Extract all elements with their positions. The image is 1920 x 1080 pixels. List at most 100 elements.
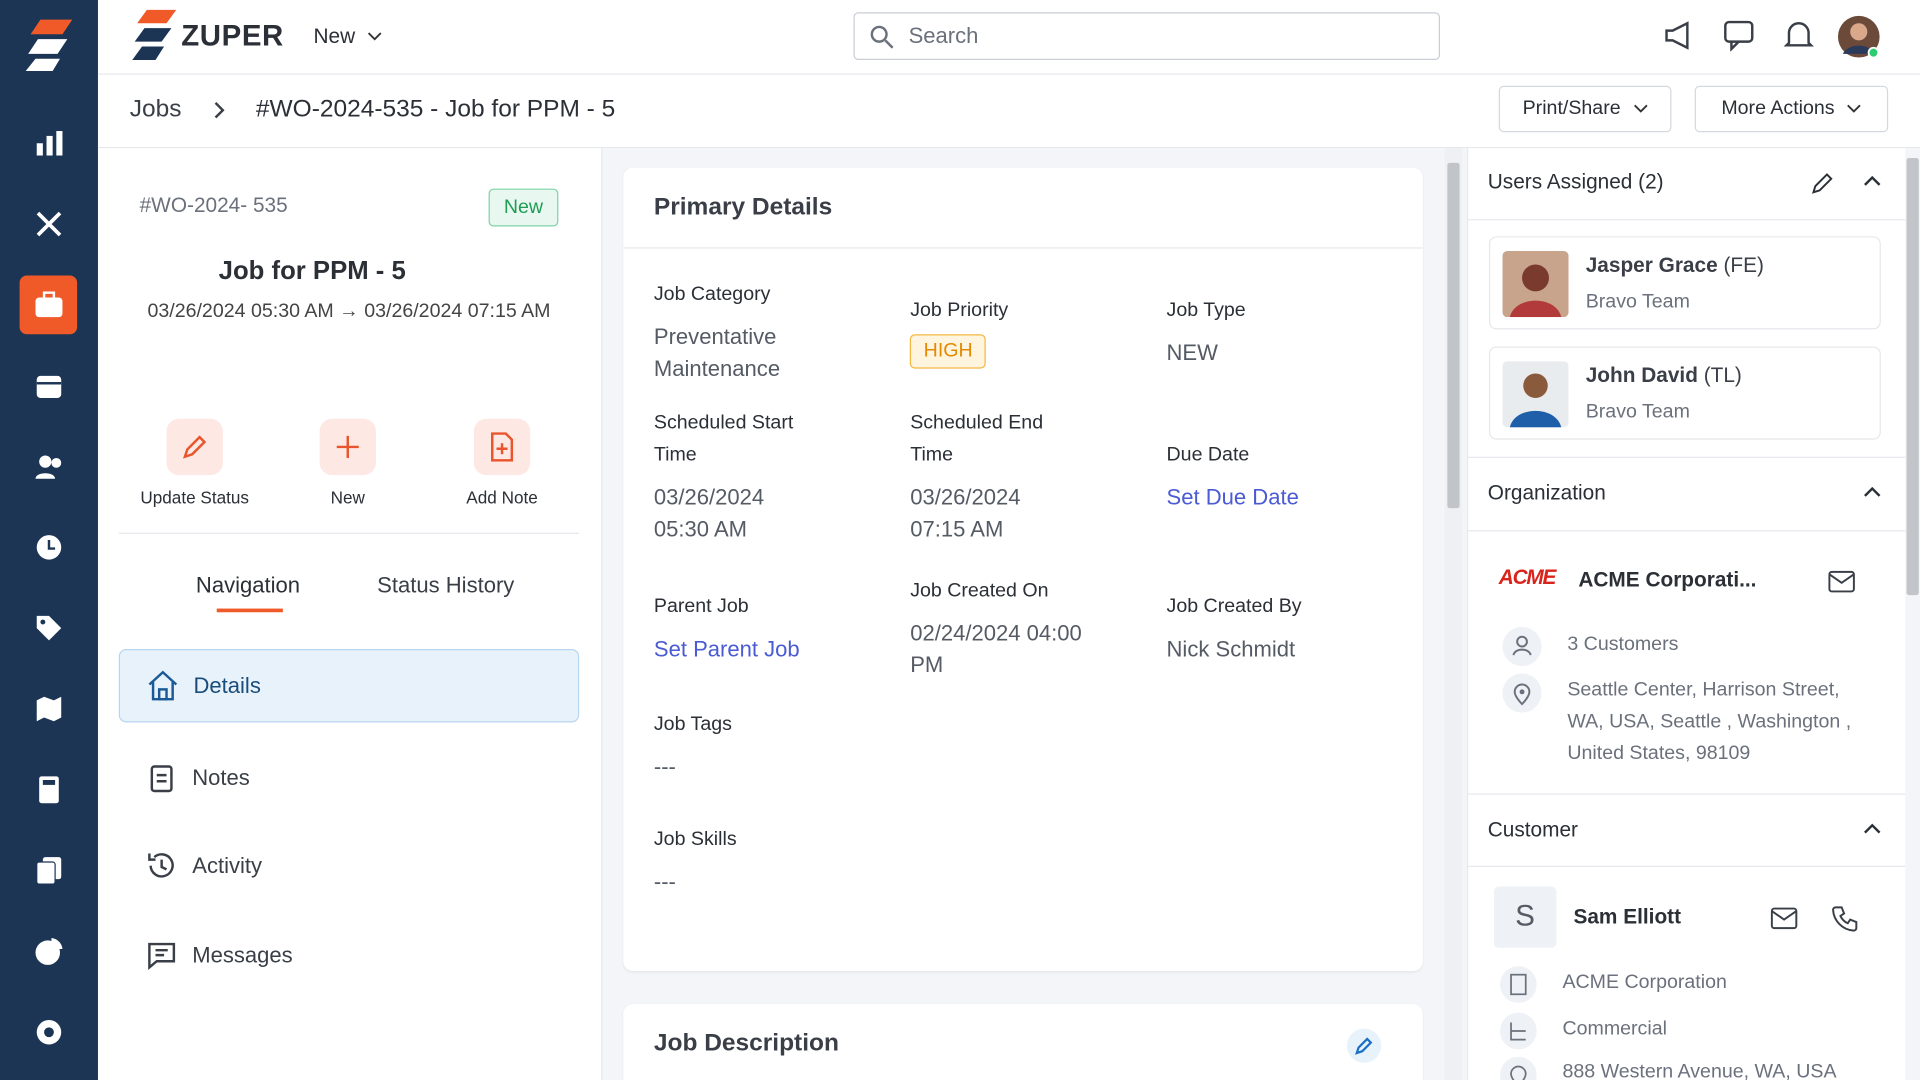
card-title: Primary Details: [653, 193, 833, 221]
collapse-toggle[interactable]: [1864, 175, 1881, 187]
job-summary-panel: #WO-2024- 535 New Job for PPM - 5 03/26/…: [98, 148, 603, 1080]
type-icon: [1500, 1012, 1537, 1050]
more-actions-button[interactable]: More Actions: [1694, 85, 1889, 133]
nav-label[interactable]: Notes: [192, 764, 250, 790]
user-team: Bravo Team: [1585, 291, 1690, 313]
customer-company: ACME Corporation: [1562, 972, 1727, 994]
org-name[interactable]: ACME Corporati...: [1578, 568, 1757, 592]
quick-action-label[interactable]: Update Status: [140, 487, 250, 507]
job-description-card: Job Description: [623, 1004, 1423, 1080]
announcements-icon[interactable]: [1663, 20, 1695, 52]
search-box[interactable]: Search: [853, 12, 1441, 61]
brand-logo: [132, 9, 177, 61]
nav-label[interactable]: Messages: [192, 942, 293, 967]
nav-item[interactable]: Notes: [119, 741, 579, 814]
section-title: Users Assigned (2): [1487, 170, 1664, 194]
print-share-button[interactable]: Print/Share: [1498, 85, 1672, 133]
nav-item-active[interactable]: Details: [118, 648, 580, 723]
job-title: Job for PPM - 5: [218, 257, 406, 286]
scrollbar[interactable]: [1444, 148, 1463, 1080]
quick-action[interactable]: New: [280, 418, 415, 507]
nav-item[interactable]: Activity: [119, 829, 579, 902]
nav-item[interactable]: Messages: [119, 918, 579, 991]
priority-badge: HIGH: [910, 334, 987, 369]
field-link[interactable]: Set Parent Job: [653, 636, 800, 662]
org-address: Seattle Center, Harrison Street, WA, USA…: [1567, 679, 1852, 765]
nav-icon-calculator[interactable]: [34, 775, 63, 804]
customer-address: 888 Western Avenue, WA, USA: [1562, 1061, 1837, 1080]
user-card[interactable]: John David (TL) Bravo Team: [1488, 346, 1881, 440]
section-title: Organization: [1487, 481, 1606, 505]
new-menu-label[interactable]: New: [313, 24, 356, 48]
org-logo: ACME: [1498, 565, 1557, 589]
status-badge: New: [488, 188, 559, 227]
nav-icon-reports[interactable]: [34, 937, 63, 966]
field-link[interactable]: Set Due Date: [1166, 484, 1299, 510]
quick-action[interactable]: Add Note: [435, 418, 570, 507]
quick-action[interactable]: Update Status: [127, 418, 262, 507]
button-label[interactable]: Print/Share: [1522, 97, 1621, 119]
tab-active[interactable]: Navigation: [195, 573, 301, 598]
nav-icon-settings[interactable]: [34, 1018, 63, 1047]
nav-icon-tools[interactable]: [34, 209, 63, 238]
field-value: Preventative Maintenance: [653, 324, 781, 381]
divider: [118, 532, 580, 534]
quick-action-label[interactable]: Add Note: [466, 487, 538, 507]
notifications-icon[interactable]: [1783, 20, 1815, 52]
nav-icon-users[interactable]: [34, 452, 63, 481]
chat-icon[interactable]: [1723, 20, 1755, 52]
tab[interactable]: Status History: [377, 573, 515, 598]
customer-name[interactable]: Sam Elliott: [1573, 904, 1682, 929]
button-label[interactable]: More Actions: [1721, 97, 1835, 119]
phone-icon[interactable]: [1832, 905, 1859, 932]
field-label: Job Created On: [910, 580, 1049, 602]
field-label: Job Type: [1166, 300, 1246, 321]
nav-icon-calendar[interactable]: [34, 371, 63, 400]
nav-label[interactable]: Details: [193, 672, 261, 698]
location-icon: [1500, 1056, 1537, 1080]
scrollbar[interactable]: [1905, 148, 1920, 1080]
customer-type: Commercial: [1562, 1018, 1667, 1040]
field-value: 02/24/2024 04:00 PM: [910, 620, 1082, 678]
collapse-toggle[interactable]: [1864, 486, 1881, 498]
breadcrumb-root[interactable]: Jobs: [129, 95, 182, 123]
customers-icon: [1502, 626, 1542, 667]
org-customers[interactable]: 3 Customers: [1567, 634, 1679, 656]
section-title: Customer: [1487, 817, 1578, 842]
edit-users[interactable]: [1811, 173, 1833, 195]
field-grid: Job Category Preventative Maintenance Job…: [623, 280, 1423, 900]
new-menu[interactable]: New: [313, 24, 382, 48]
field-label: Scheduled Start Time: [653, 412, 794, 466]
edit-button[interactable]: [1346, 1027, 1383, 1064]
logo-icon: [25, 19, 73, 72]
company-icon: [1500, 966, 1537, 1003]
search-placeholder[interactable]: Search: [908, 23, 979, 48]
collapse-toggle[interactable]: [1864, 823, 1881, 835]
user-team: Bravo Team: [1585, 401, 1690, 423]
field-value: Nick Schmidt: [1166, 636, 1296, 662]
nav-icon-documents[interactable]: [34, 856, 63, 885]
user-card[interactable]: Jasper Grace (FE) Bravo Team: [1488, 236, 1881, 330]
brand-name: ZUPER: [181, 19, 284, 53]
nav-active[interactable]: [19, 275, 78, 335]
location-icon: [1502, 673, 1542, 713]
nav-icon-clock[interactable]: [34, 533, 63, 562]
job-number: #WO-2024- 535: [139, 193, 288, 217]
nav-icon-map[interactable]: [34, 694, 63, 723]
nav-icon-tag[interactable]: [34, 613, 63, 642]
customer-initial: S: [1493, 886, 1557, 948]
details-area: Primary Details Job Category Preventative…: [602, 148, 1467, 1080]
email-icon[interactable]: [1770, 907, 1798, 930]
field-value: NEW: [1166, 340, 1218, 365]
quick-action-label[interactable]: New: [330, 487, 365, 507]
profile-avatar[interactable]: [1837, 15, 1881, 59]
sidebar: [0, 0, 98, 1080]
nav-label[interactable]: Activity: [192, 852, 263, 878]
tab-underline: [216, 608, 283, 613]
field-label: Parent Job: [653, 596, 749, 618]
email-icon[interactable]: [1828, 570, 1855, 593]
nav-icon-analytics[interactable]: [34, 129, 63, 158]
job-schedule: 03/26/2024 05:30 AM → 03/26/2024 07:15 A…: [147, 301, 551, 323]
field-value: 03/26/2024 07:15 AM: [910, 484, 1021, 542]
